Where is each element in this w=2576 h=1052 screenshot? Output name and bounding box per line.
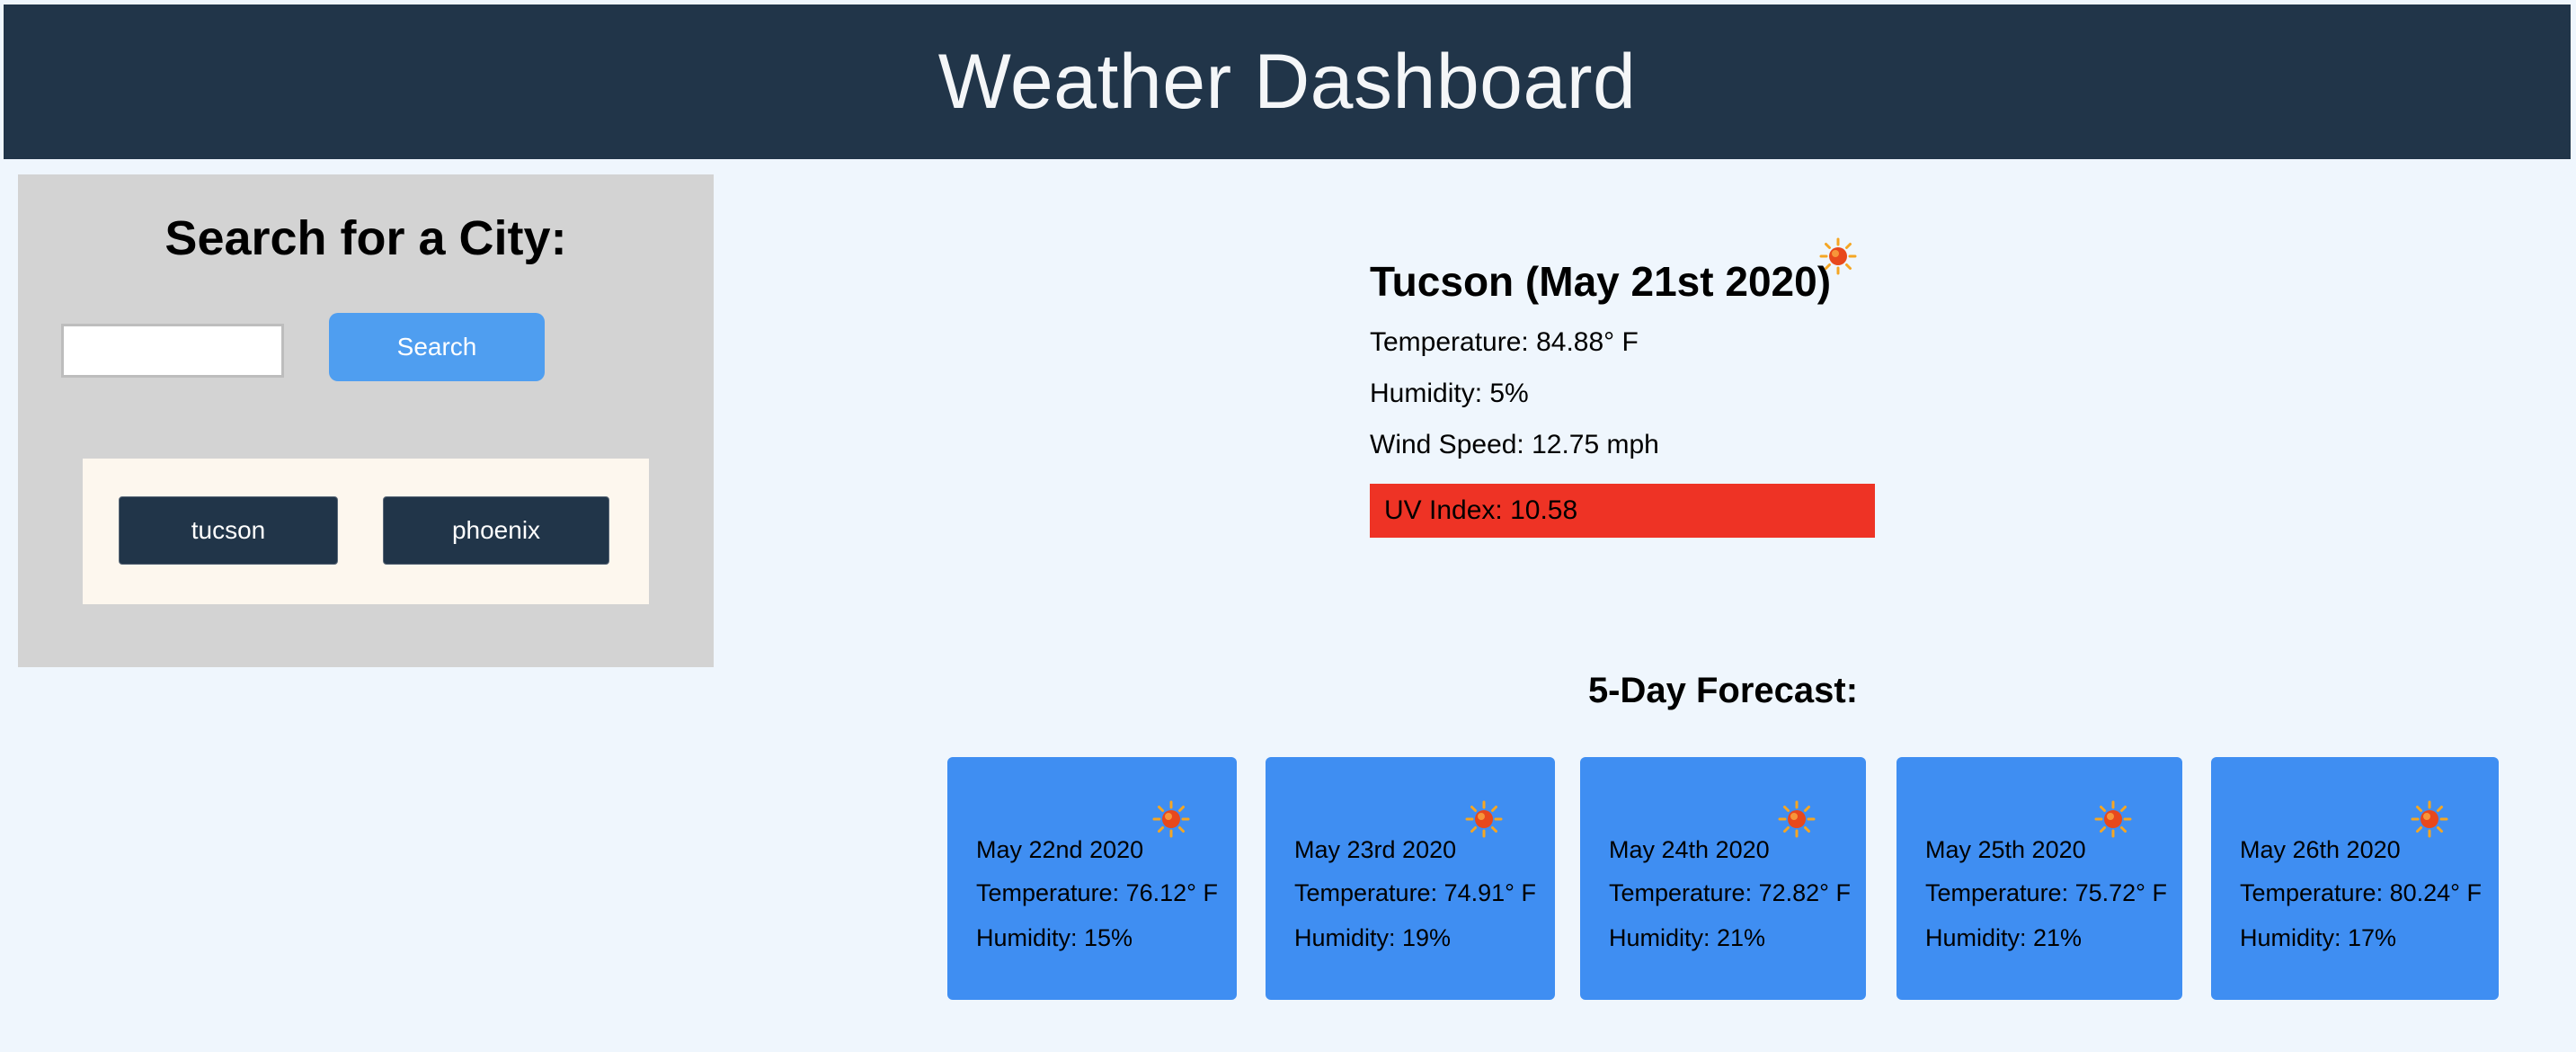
sun-icon xyxy=(2411,800,2448,842)
forecast-date: May 22nd 2020 xyxy=(976,836,1144,863)
forecast-card: May 23rd 2020 Temperature: 74.91° F Humi… xyxy=(1266,757,1555,1000)
page-title: Weather Dashboard xyxy=(937,38,1637,125)
history-button-phoenix[interactable]: phoenix xyxy=(383,496,609,565)
forecast-card: May 26th 2020 Temperature: 80.24° F Humi… xyxy=(2211,757,2499,1000)
forecast-humidity: Humidity: 15% xyxy=(976,924,1133,951)
forecast-humidity: Humidity: 19% xyxy=(1294,924,1452,951)
forecast-date: May 26th 2020 xyxy=(2240,836,2401,863)
city-search-input[interactable] xyxy=(61,324,284,378)
forecast-heading: 5-Day Forecast: xyxy=(1587,671,1859,710)
sun-icon xyxy=(2094,800,2132,842)
forecast-temperature: Temperature: 80.24° F xyxy=(2240,879,2482,906)
forecast-humidity: Humidity: 21% xyxy=(1609,924,1766,951)
history-button-tucson[interactable]: tucson xyxy=(119,496,338,565)
uv-index-badge: UV Index: 10.58 xyxy=(1370,484,1875,538)
sun-icon xyxy=(1152,800,1190,842)
current-weather: Tucson (May 21st 2020) Temperature: 84.8… xyxy=(1370,225,1927,538)
app-header: Weather Dashboard xyxy=(4,4,2571,159)
search-heading: Search for a City: xyxy=(164,211,567,265)
search-history: tucson phoenix xyxy=(83,459,649,604)
current-wind-speed: Wind Speed: 12.75 mph xyxy=(1370,430,1659,459)
forecast-date: May 24th 2020 xyxy=(1609,836,1770,863)
forecast-date: May 23rd 2020 xyxy=(1294,836,1457,863)
sun-icon xyxy=(1819,237,1857,280)
forecast-card: May 22nd 2020 Temperature: 76.12° F Humi… xyxy=(947,757,1237,1000)
current-humidity: Humidity: 5% xyxy=(1370,379,1529,408)
forecast-card: May 24th 2020 Temperature: 72.82° F Humi… xyxy=(1580,757,1866,1000)
forecast-temperature: Temperature: 72.82° F xyxy=(1609,879,1851,906)
sun-icon xyxy=(1465,800,1503,842)
sun-icon xyxy=(1778,800,1816,842)
forecast-humidity: Humidity: 17% xyxy=(2240,924,2397,951)
current-temperature: Temperature: 84.88° F xyxy=(1370,327,1639,357)
search-panel: Search for a City: Search tucson phoenix xyxy=(18,174,714,667)
forecast-temperature: Temperature: 75.72° F xyxy=(1925,879,2167,906)
forecast-temperature: Temperature: 74.91° F xyxy=(1294,879,1536,906)
forecast-humidity: Humidity: 21% xyxy=(1925,924,2083,951)
forecast-date: May 25th 2020 xyxy=(1925,836,2086,863)
current-city-title: Tucson (May 21st 2020) xyxy=(1370,258,1832,305)
forecast-temperature: Temperature: 76.12° F xyxy=(976,879,1218,906)
forecast-card: May 25th 2020 Temperature: 75.72° F Humi… xyxy=(1896,757,2182,1000)
search-button[interactable]: Search xyxy=(329,313,545,381)
